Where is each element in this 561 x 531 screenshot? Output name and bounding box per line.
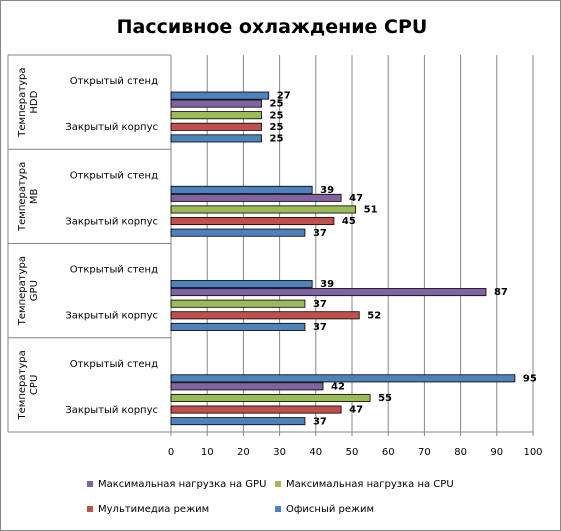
category-label: Закрытый корпус: [65, 122, 158, 133]
bar: [170, 99, 262, 108]
group-label: ТемператураGPU: [17, 256, 40, 326]
data-label: 87: [494, 287, 508, 298]
group-label: ТемператураCPU: [17, 350, 40, 420]
plot-axes: 0 10 20 30 40 50 60 70 80 90 100: [7, 54, 543, 458]
plot-bars: [170, 91, 516, 426]
data-label: 47: [349, 405, 363, 416]
category-label: Открытый стенд: [70, 265, 158, 276]
category-label: Открытый стенд: [70, 359, 158, 370]
bar: [170, 393, 371, 402]
data-label: 25: [270, 134, 284, 145]
x-tick-label: 90: [490, 447, 503, 458]
x-tick-label: 100: [523, 447, 542, 458]
bar: [170, 405, 342, 414]
bar: [170, 280, 313, 289]
legend-label: Максимальная нагрузка на CPU: [286, 479, 454, 490]
data-label: 37: [313, 299, 327, 310]
legend: Максимальная нагрузка на GPU Максимальная…: [87, 479, 454, 515]
x-tick-label: 40: [309, 447, 322, 458]
data-label: 37: [313, 416, 327, 427]
group-label: ТемператураHDD: [17, 68, 40, 138]
bar: [170, 288, 487, 297]
plot-labels: ТемператураHDD ТемператураMB ТемператураGP…: [17, 68, 537, 428]
category-label: Открытый стенд: [70, 170, 158, 181]
data-label: 25: [270, 122, 284, 133]
data-label: 37: [313, 322, 327, 333]
data-label: 25: [270, 99, 284, 110]
bar: [170, 374, 516, 383]
data-label: 55: [378, 393, 392, 404]
x-tick-label: 70: [418, 447, 431, 458]
data-label: 39: [320, 185, 334, 196]
legend-label: Мультимедиа режим: [98, 504, 209, 515]
category-label: Открытый стенд: [70, 76, 158, 87]
data-label: 37: [313, 228, 327, 239]
bar: [170, 91, 270, 100]
legend-swatch: [275, 481, 281, 487]
legend-swatch: [87, 481, 93, 487]
x-tick-label: 20: [237, 447, 250, 458]
x-tick-label: 60: [382, 447, 395, 458]
legend-swatch: [87, 506, 93, 512]
x-tick-label: 10: [201, 447, 214, 458]
bar: [170, 185, 313, 194]
x-tick-label: 30: [273, 447, 286, 458]
data-label: 52: [367, 310, 381, 321]
data-label: 27: [277, 91, 291, 102]
legend-label: Максимальная нагрузка на GPU: [98, 479, 266, 490]
data-label: 47: [349, 193, 363, 204]
data-label: 45: [342, 216, 356, 227]
legend-label: Офисный режим: [286, 504, 374, 515]
bar: [170, 111, 262, 120]
bar: [170, 228, 306, 237]
x-tick-label: 0: [168, 447, 174, 458]
bar: [170, 322, 306, 331]
category-label: Закрытый корпус: [65, 311, 158, 322]
bar: [170, 193, 342, 202]
bar: [170, 122, 262, 131]
bar: [170, 382, 324, 391]
data-label: 51: [364, 205, 378, 216]
bar: [170, 299, 306, 308]
data-label: 42: [331, 381, 345, 392]
bar: [170, 205, 357, 214]
bar: [170, 311, 360, 320]
data-label: 95: [523, 373, 537, 384]
data-label: 39: [320, 279, 334, 290]
data-label: 25: [270, 110, 284, 121]
bar: [170, 134, 262, 143]
category-label: Закрытый корпус: [65, 216, 158, 227]
legend-swatch: [275, 506, 281, 512]
group-label: ТемператураMB: [17, 162, 40, 232]
category-label: Закрытый корпус: [65, 405, 158, 416]
bar: [170, 217, 335, 226]
bar: [170, 417, 306, 426]
chart-title: Пассивное охлаждение CPU: [117, 16, 428, 38]
x-tick-label: 50: [346, 447, 359, 458]
x-tick-label: 80: [454, 447, 467, 458]
